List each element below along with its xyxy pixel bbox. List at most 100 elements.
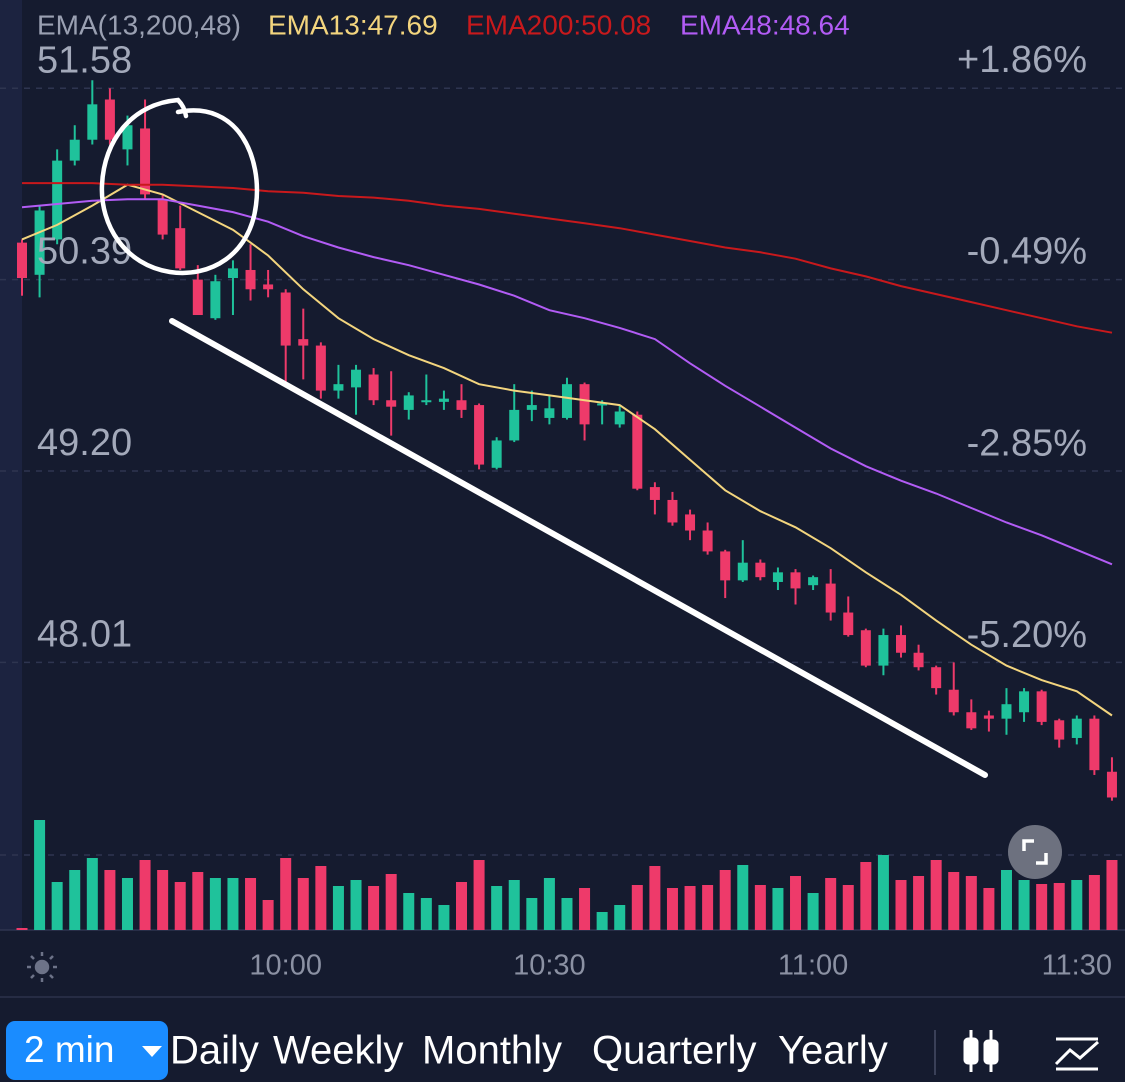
- volume-bar: [631, 885, 643, 930]
- interval-dropdown-arrow[interactable]: [142, 1046, 162, 1057]
- candle-body: [790, 572, 801, 589]
- volume-bar: [403, 893, 415, 930]
- volume-bar: [174, 882, 186, 930]
- candle-body: [140, 128, 151, 195]
- candle-body: [825, 583, 836, 613]
- candle-body: [368, 374, 379, 401]
- icon-zigzag[interactable]: [1054, 1040, 1099, 1066]
- volume-bar: [965, 876, 977, 930]
- volume-bar: [121, 878, 133, 930]
- sun-rays[interactable]: [27, 952, 57, 982]
- candle-body: [931, 667, 942, 689]
- candle-body: [456, 400, 467, 410]
- icon-body[interactable]: [983, 1039, 999, 1065]
- x-tick-label: 11:00: [778, 950, 848, 982]
- volume-bar: [1036, 884, 1048, 930]
- volume-bar: [368, 886, 380, 930]
- y2-tick-label: +1.86%: [957, 39, 1087, 81]
- volume-bar: [1071, 880, 1083, 930]
- volume-bar: [930, 860, 942, 930]
- volume-bar: [315, 866, 327, 930]
- legend-item: EMA13:47.69: [268, 9, 438, 40]
- candle-body: [685, 514, 696, 531]
- candle-body: [1106, 771, 1117, 798]
- volume-bar: [684, 886, 696, 930]
- volume-bar: [297, 878, 309, 930]
- candle-body: [386, 400, 397, 407]
- y2-tick-label: -5.20%: [967, 614, 1087, 656]
- candle-body: [878, 635, 889, 666]
- candle-body: [843, 612, 854, 636]
- candle-layer: [17, 80, 1117, 801]
- volume-bar: [983, 888, 995, 930]
- volume-bar: [842, 885, 854, 930]
- interval-button[interactable]: [6, 1021, 168, 1080]
- candle-body: [34, 210, 45, 275]
- interval-label[interactable]: 2 min: [24, 1029, 114, 1070]
- volume-bar: [877, 855, 889, 930]
- candle-body: [280, 292, 291, 346]
- candle-type-button[interactable]: [963, 1030, 999, 1072]
- period-button[interactable]: Daily: [170, 1029, 259, 1073]
- candle-body: [175, 228, 186, 269]
- volume-bar: [719, 870, 731, 930]
- fullscreen-button[interactable]: [1008, 825, 1062, 879]
- candle-body: [913, 652, 924, 668]
- volume-bar: [825, 878, 837, 930]
- volume-bar: [561, 898, 573, 930]
- period-button[interactable]: Monthly: [422, 1029, 562, 1073]
- hand-drawn-circle: [99, 97, 260, 276]
- indicator-button[interactable]: [1054, 1037, 1099, 1071]
- volume-bar: [579, 888, 591, 930]
- candle-body: [122, 125, 133, 150]
- period-button[interactable]: Quarterly: [592, 1029, 757, 1073]
- candle-body: [263, 284, 274, 290]
- legend-label: EMA(13,200,48): [37, 9, 241, 40]
- volume-bar: [649, 866, 661, 930]
- volume-bar: [737, 865, 749, 930]
- candle-body: [509, 409, 520, 441]
- volume-bar: [895, 880, 907, 930]
- volume-bar: [245, 878, 257, 930]
- candle-body: [632, 414, 643, 489]
- candle-body: [896, 635, 906, 653]
- volume-bar: [34, 820, 46, 930]
- volume-bar: [16, 928, 28, 930]
- volume-bar: [209, 878, 221, 930]
- candle-body: [17, 242, 27, 279]
- candle-body: [104, 99, 115, 140]
- volume-bar: [860, 862, 872, 930]
- volume-bar: [772, 888, 784, 930]
- period-button[interactable]: Weekly: [273, 1029, 403, 1073]
- volume-bar: [420, 898, 432, 930]
- hand-drawn-trend-line: [169, 318, 988, 778]
- volume-bar: [596, 912, 608, 930]
- candle-body: [755, 562, 766, 578]
- candle-body: [474, 405, 485, 465]
- icon-body[interactable]: [963, 1037, 979, 1065]
- fullscreen-button-bg[interactable]: [1008, 825, 1062, 879]
- candle-body: [614, 411, 625, 425]
- candle-body: [87, 104, 98, 140]
- volume-bar: [807, 893, 819, 930]
- x-tick-label: 11:30: [1042, 950, 1112, 982]
- volume-bar: [491, 886, 503, 930]
- fullscreen-icon[interactable]: [1022, 839, 1048, 865]
- volume-bar: [473, 860, 485, 930]
- ema-layer: [21, 182, 1113, 717]
- candle-body: [737, 562, 748, 581]
- volume-bar: [262, 900, 274, 930]
- candle-body: [69, 139, 80, 161]
- period-button[interactable]: Yearly: [778, 1029, 888, 1073]
- y2-tick-label: -0.49%: [967, 230, 1087, 272]
- sun-core[interactable]: [34, 959, 50, 975]
- volume-bar: [192, 872, 204, 930]
- label-layer: 51.5850.3949.2048.01+1.86%-0.49%-2.85%-5…: [37, 39, 1112, 982]
- volume-bar: [526, 898, 538, 930]
- theme-icon[interactable]: [27, 952, 57, 982]
- x-tick-label: 10:30: [513, 950, 586, 982]
- volume-bar: [69, 870, 81, 930]
- candle-body: [667, 499, 678, 523]
